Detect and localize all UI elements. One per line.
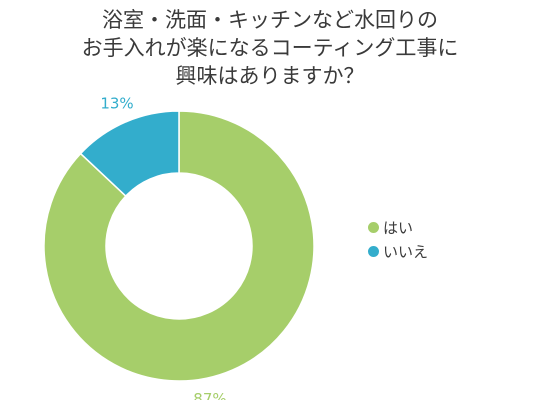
legend-item-yes: はい: [368, 216, 428, 238]
legend-swatch-no: [368, 245, 379, 257]
donut-slice-no: [79, 110, 180, 198]
legend-label-no: いいえ: [383, 242, 429, 261]
chart-title-line-2: お手入れが楽になるコーティング工事に: [81, 36, 459, 60]
chart-title: 浴室・洗面・キッチンなど水回りの お手入れが楽になるコーティング工事に 興味はあ…: [0, 6, 540, 90]
legend-swatch-yes: [368, 221, 379, 233]
donut-slice-yes: [43, 110, 315, 382]
legend-label-yes: はい: [383, 218, 414, 237]
data-label-yes: 87%: [193, 390, 226, 400]
legend-item-no: いいえ: [368, 240, 428, 262]
data-label-no: 13%: [100, 95, 133, 113]
chart-legend: はい いいえ: [368, 216, 428, 264]
chart-title-line-3: 興味はありますか？: [175, 64, 365, 88]
chart-title-line-1: 浴室・洗面・キッチンなど水回りの: [102, 8, 438, 32]
